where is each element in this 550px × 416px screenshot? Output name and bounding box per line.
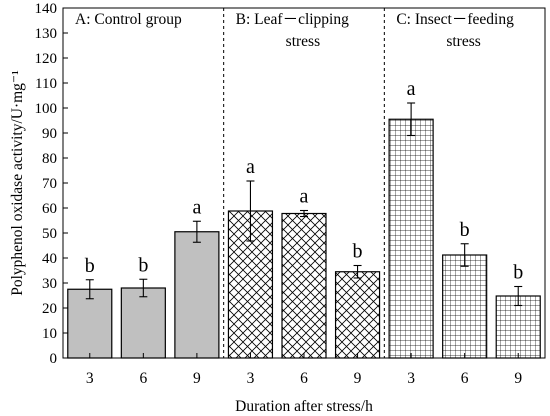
x-tick-label: 6 [139,370,147,387]
y-tick-label: 40 [42,251,57,267]
y-tick-label: 20 [42,301,57,317]
y-tick-label: 140 [35,1,58,17]
y-tick-label: 90 [42,126,57,142]
significance-letter: a [246,156,255,178]
y-axis-label: Polyphenol oxidase activity/U·mg⁻¹ [9,70,26,296]
x-axis-label: Duration after stress/h [235,398,373,415]
y-tick-label: 70 [42,176,57,192]
significance-letter: b [460,219,470,241]
x-tick-label: 3 [247,370,255,387]
significance-letter: a [407,78,416,100]
panel-label: A: Control group [75,11,182,28]
bar [334,271,381,359]
y-tick-label: 120 [35,51,58,67]
panel-label: stress [446,33,480,50]
bar [120,287,166,359]
y-tick-label: 80 [42,151,57,167]
panel-label: C: Insect－feeding [396,11,514,28]
y-tick-label: 0 [50,351,58,367]
significance-letter: b [138,254,148,276]
bar [281,212,327,359]
y-tick-label: 130 [35,26,58,42]
panel-label: B: Leaf－clipping [236,11,349,28]
bar [67,288,113,359]
y-tick-label: 10 [42,326,57,342]
significance-letter: a [300,186,309,208]
significance-letter: b [85,255,95,277]
significance-letter: b [513,262,523,284]
x-tick-label: 6 [461,370,469,387]
bar [388,118,434,359]
significance-letter: a [192,196,201,218]
y-tick-label: 60 [42,201,57,217]
x-tick-label: 6 [300,370,308,387]
y-tick-label: 30 [42,276,57,292]
bar [442,254,488,359]
x-tick-label: 9 [514,370,522,387]
x-tick-label: 9 [193,370,201,387]
y-tick-label: 50 [42,226,57,242]
y-tick-label: 110 [35,76,57,92]
x-tick-label: 3 [86,370,94,387]
bar [174,231,220,359]
y-tick-label: 100 [35,101,58,117]
x-tick-label: 3 [407,370,415,387]
significance-letter: b [353,241,363,263]
panel-label: stress [286,33,320,50]
x-tick-label: 9 [354,370,362,387]
